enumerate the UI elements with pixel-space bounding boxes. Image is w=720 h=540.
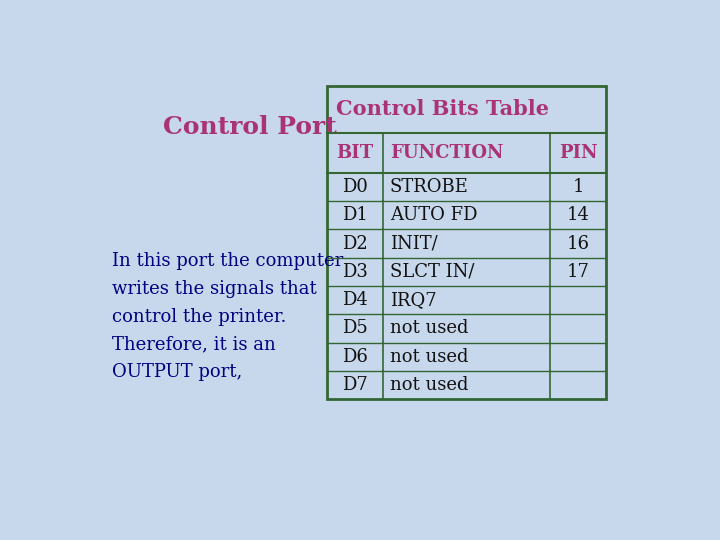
Text: D3: D3: [342, 263, 368, 281]
Text: STROBE: STROBE: [390, 178, 469, 196]
Text: D1: D1: [342, 206, 368, 224]
Text: not used: not used: [390, 348, 468, 366]
Text: not used: not used: [390, 376, 468, 394]
Text: SLCT IN/: SLCT IN/: [390, 263, 474, 281]
Text: Control Port: Control Port: [163, 114, 336, 139]
Text: D5: D5: [342, 320, 368, 338]
Text: 16: 16: [567, 234, 590, 253]
Text: D2: D2: [342, 234, 368, 253]
Text: D4: D4: [342, 291, 368, 309]
Text: BIT: BIT: [336, 144, 374, 162]
Text: IRQ7: IRQ7: [390, 291, 436, 309]
Text: D7: D7: [342, 376, 368, 394]
Bar: [327, 85, 606, 399]
Text: not used: not used: [390, 320, 468, 338]
Text: In this port the computer
writes the signals that
control the printer.
Therefore: In this port the computer writes the sig…: [112, 252, 343, 381]
Text: Control Bits Table: Control Bits Table: [336, 99, 549, 119]
Text: INIT/: INIT/: [390, 234, 437, 253]
Text: 14: 14: [567, 206, 590, 224]
Text: AUTO FD: AUTO FD: [390, 206, 477, 224]
Text: PIN: PIN: [559, 144, 598, 162]
Text: FUNCTION: FUNCTION: [390, 144, 503, 162]
Text: 17: 17: [567, 263, 590, 281]
Text: D6: D6: [342, 348, 368, 366]
Text: 1: 1: [572, 178, 584, 196]
Text: D0: D0: [342, 178, 368, 196]
